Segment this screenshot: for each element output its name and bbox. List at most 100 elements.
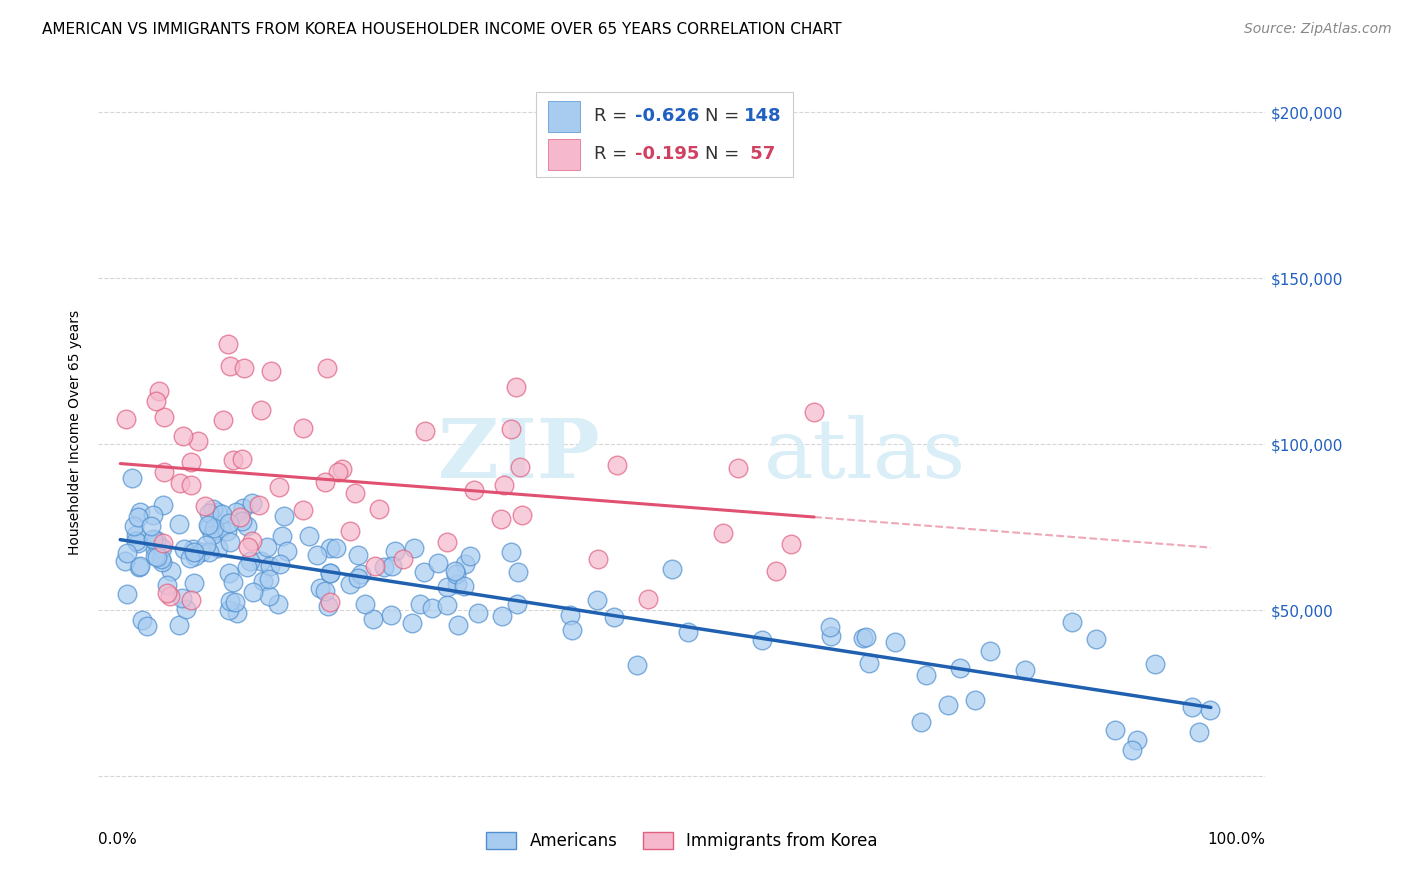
Point [156,586,179,600]
Point [219,359,242,373]
Point [180,455,202,469]
Point [501,545,523,559]
Point [409,597,432,611]
Point [436,580,458,594]
Point [197,506,219,520]
Point [820,629,842,643]
Point [328,465,350,479]
Text: Source: ZipAtlas.com: Source: ZipAtlas.com [1244,22,1392,37]
Point [125,527,148,541]
Point [467,606,489,620]
Point [363,612,385,626]
Legend: Americans, Immigrants from Korea: Americans, Immigrants from Korea [486,832,877,850]
Point [194,500,217,514]
Point [626,658,648,673]
Point [316,599,339,613]
Point [170,591,193,605]
Point [167,517,190,532]
Point [711,525,734,540]
Point [121,471,143,485]
Point [218,534,240,549]
Point [131,613,153,627]
Point [231,451,253,466]
Point [146,549,169,564]
Text: AMERICAN VS IMMIGRANTS FROM KOREA HOUSEHOLDER INCOME OVER 65 YEARS CORRELATION C: AMERICAN VS IMMIGRANTS FROM KOREA HOUSEH… [42,22,842,37]
Point [224,595,246,609]
Point [195,538,218,552]
Point [855,630,877,644]
Point [142,533,165,547]
Text: R =: R = [595,108,633,126]
Point [145,537,167,551]
Point [145,533,167,547]
Point [190,545,212,559]
FancyBboxPatch shape [548,138,581,169]
Point [127,509,149,524]
Point [292,502,315,516]
Point [510,508,533,523]
Point [183,545,205,559]
Point [259,559,281,574]
Point [183,576,205,591]
Point [779,537,801,551]
Point [127,535,149,549]
Point [401,616,423,631]
Point [150,552,173,566]
Point [458,549,481,564]
Point [949,661,972,675]
Point [509,460,531,475]
Point [242,585,264,599]
Point [173,541,195,556]
Text: 0.0%: 0.0% [98,831,138,847]
Point [143,549,166,564]
Point [1126,733,1149,747]
Point [247,498,270,512]
Point [661,562,683,576]
Point [218,566,240,580]
Point [232,501,254,516]
Point [446,577,468,591]
Text: N =: N = [706,108,745,126]
Point [852,631,875,645]
Point [181,541,204,556]
Point [172,429,194,443]
Point [180,593,202,607]
Point [271,529,294,543]
Point [586,592,609,607]
Text: 57: 57 [744,145,775,163]
Point [142,508,165,523]
Point [180,478,202,492]
Point [231,514,253,528]
Point [1121,742,1143,756]
Point [381,559,404,574]
Point [603,609,626,624]
Point [276,543,298,558]
Point [150,555,173,569]
Point [150,541,173,555]
Point [491,512,513,526]
Point [273,509,295,524]
Point [444,564,467,578]
Point [236,519,259,533]
Point [207,541,229,555]
Point [298,529,321,543]
Point [315,360,337,375]
Point [505,380,527,394]
Point [330,461,353,475]
Point [152,536,174,550]
Point [606,458,628,472]
Point [218,516,240,530]
Point [558,607,581,622]
Point [1084,632,1107,646]
Point [319,566,342,581]
Point [501,422,523,436]
Point [125,534,148,549]
Point [307,548,329,562]
Point [436,598,458,612]
Text: N =: N = [706,145,745,163]
Point [454,557,477,571]
Point [136,619,159,633]
Point [122,518,145,533]
Point [240,534,263,549]
Point [250,554,273,568]
